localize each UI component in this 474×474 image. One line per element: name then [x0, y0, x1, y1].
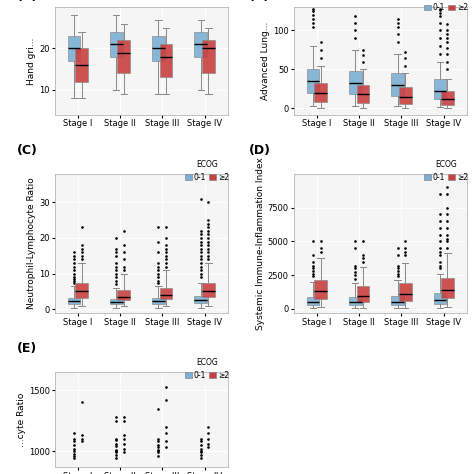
- PathPatch shape: [152, 36, 165, 61]
- Text: (E): (E): [17, 342, 36, 355]
- PathPatch shape: [194, 32, 207, 57]
- PathPatch shape: [118, 290, 130, 301]
- PathPatch shape: [391, 73, 404, 96]
- PathPatch shape: [307, 297, 319, 305]
- PathPatch shape: [160, 44, 173, 77]
- PathPatch shape: [160, 288, 173, 299]
- Text: (D): (D): [248, 144, 271, 157]
- Y-axis label: Neutrophil-Lymphocyte Ratio: Neutrophil-Lymphocyte Ratio: [27, 177, 36, 309]
- Legend: 0-1, ≥2: 0-1, ≥2: [421, 157, 472, 185]
- Text: (C): (C): [17, 144, 37, 157]
- PathPatch shape: [68, 298, 80, 304]
- Y-axis label: ...cyte Ratio: ...cyte Ratio: [17, 392, 26, 447]
- PathPatch shape: [75, 48, 88, 82]
- Text: (B): (B): [248, 0, 270, 3]
- Legend: 0-1, ≥2: 0-1, ≥2: [421, 0, 472, 15]
- PathPatch shape: [118, 40, 130, 73]
- PathPatch shape: [110, 32, 123, 57]
- PathPatch shape: [152, 298, 165, 304]
- PathPatch shape: [356, 85, 369, 103]
- PathPatch shape: [349, 297, 362, 305]
- PathPatch shape: [202, 283, 215, 297]
- PathPatch shape: [391, 296, 404, 305]
- PathPatch shape: [434, 293, 446, 304]
- Y-axis label: Systemic Immune-Inflammation Index: Systemic Immune-Inflammation Index: [256, 157, 265, 330]
- PathPatch shape: [75, 283, 88, 298]
- PathPatch shape: [349, 71, 362, 94]
- Legend: 0-1, ≥2: 0-1, ≥2: [182, 157, 233, 185]
- Text: (A): (A): [17, 0, 38, 3]
- PathPatch shape: [314, 281, 327, 300]
- PathPatch shape: [314, 83, 327, 102]
- PathPatch shape: [441, 91, 454, 105]
- PathPatch shape: [202, 40, 215, 73]
- PathPatch shape: [68, 36, 80, 61]
- PathPatch shape: [307, 69, 319, 93]
- Y-axis label: Hand gri...: Hand gri...: [27, 37, 36, 84]
- PathPatch shape: [399, 283, 411, 301]
- PathPatch shape: [110, 299, 123, 304]
- PathPatch shape: [399, 87, 411, 104]
- PathPatch shape: [194, 296, 207, 303]
- PathPatch shape: [434, 79, 446, 99]
- Y-axis label: Advanced Lung...: Advanced Lung...: [261, 22, 270, 100]
- PathPatch shape: [356, 286, 369, 302]
- Legend: 0-1, ≥2: 0-1, ≥2: [182, 355, 233, 383]
- PathPatch shape: [441, 278, 454, 298]
